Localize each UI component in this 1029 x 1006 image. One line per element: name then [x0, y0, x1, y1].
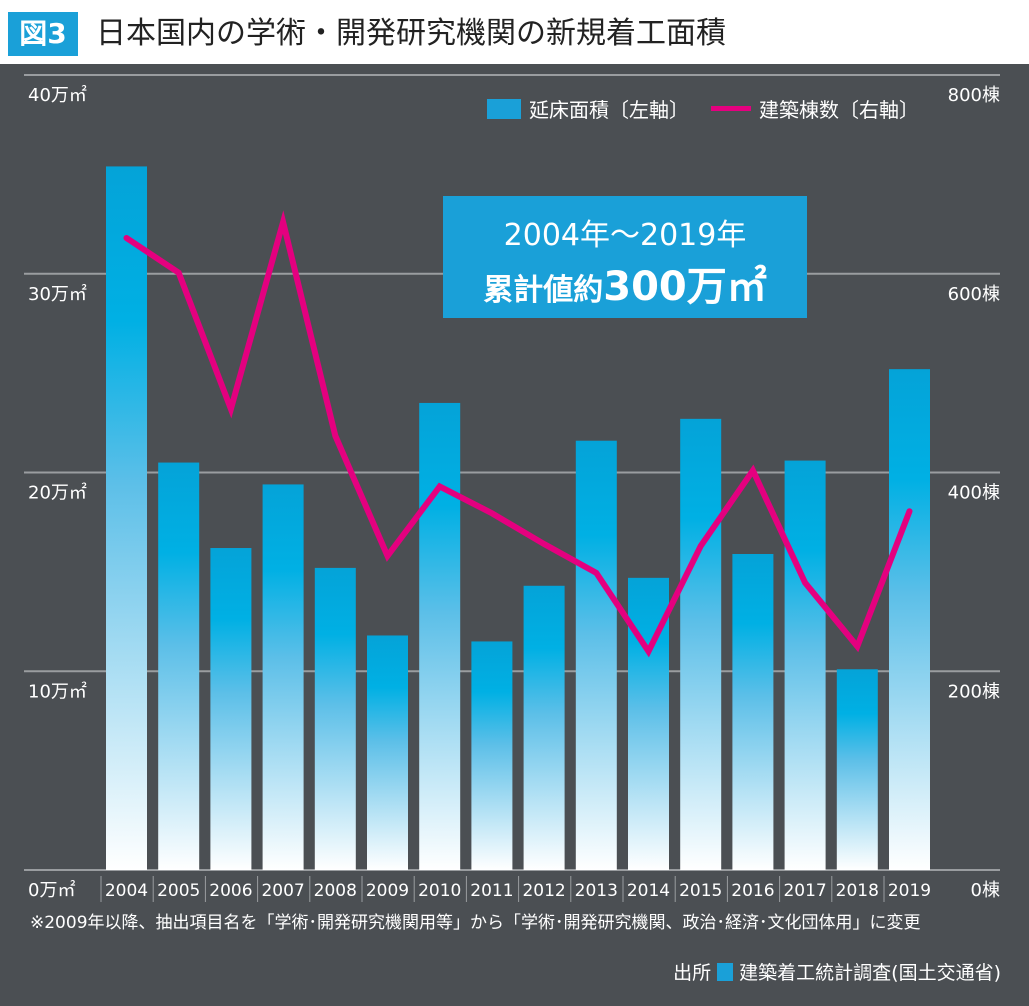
bar-2013 [575, 440, 617, 870]
buildings-count-line [123, 210, 913, 658]
x-tick-label: 2004 [105, 881, 148, 901]
legend-line-swatch [711, 106, 751, 111]
bar-2010 [419, 402, 461, 870]
x-tick-label: 2015 [679, 881, 722, 901]
bar-2012 [523, 585, 565, 870]
legend-bar-label: 延床面積〔左軸〕 [529, 98, 689, 122]
x-tick-label: 2010 [418, 881, 461, 901]
left-tick-label: 10万㎡ [28, 680, 87, 702]
x-tick-label: 2016 [731, 881, 774, 901]
bar-2019 [889, 369, 930, 870]
bar-2017 [784, 460, 826, 870]
callout-value: 300万㎡ [603, 264, 767, 310]
bar-2005 [158, 462, 200, 870]
legend-bar-swatch [487, 98, 521, 119]
bar-2015 [680, 418, 722, 870]
right-tick-label: 0棟 [971, 880, 1000, 901]
bar-2006 [210, 548, 252, 870]
left-tick-label: 20万㎡ [28, 482, 87, 504]
footnote: ※2009年以降、抽出項目名を「学術･開発研究機関用等」から「学術･開発研究機関… [30, 913, 921, 933]
x-tick-label: 2011 [470, 881, 513, 901]
source-label: 出所 [673, 962, 712, 984]
source-text: 建築着工統計調査(国土交通省) [739, 962, 1001, 984]
bar-2016 [732, 553, 774, 870]
callout-total: 累計値約300万㎡ [443, 254, 807, 312]
x-tick-label: 2018 [836, 881, 879, 901]
right-tick-label: 400棟 [948, 483, 1000, 504]
x-tick-label: 2008 [314, 881, 357, 901]
left-tick-label: 40万㎡ [28, 84, 87, 106]
x-tick-label: 2012 [522, 881, 565, 901]
bar-2004 [106, 166, 147, 871]
x-tick-label: 2019 [888, 881, 931, 901]
bar-2008 [314, 567, 356, 870]
figure-label: 図3 [8, 12, 78, 56]
x-tick-label: 2009 [366, 881, 409, 901]
bar-2007 [262, 484, 304, 870]
callout-prefix: 累計値約 [483, 273, 604, 308]
callout-period: 2004年〜2019年 [503, 218, 747, 253]
right-tick-label: 200棟 [948, 681, 1000, 702]
bar-2011 [471, 641, 513, 870]
header: 図3 日本国内の学術・開発研究機関の新規着工面積 [0, 0, 1029, 64]
total-callout: 2004年〜2019年 累計値約300万㎡ [443, 196, 807, 318]
source: 出所 建築着工統計調査(国土交通省) [673, 958, 1001, 985]
source-square-icon [717, 962, 734, 981]
x-tick-label: 2006 [209, 881, 252, 901]
legend: 延床面積〔左軸〕 建築棟数〔右軸〕 [487, 94, 919, 123]
bar-2018 [836, 669, 878, 870]
chart-title: 日本国内の学術・開発研究機関の新規着工面積 [96, 16, 726, 51]
x-tick-label: 2007 [261, 881, 304, 901]
x-tick-label: 2005 [157, 881, 200, 901]
left-tick-label: 0万㎡ [28, 879, 75, 901]
right-tick-label: 600棟 [948, 284, 1000, 305]
x-tick-label: 2014 [627, 881, 670, 901]
legend-line-label: 建築棟数〔右軸〕 [759, 98, 919, 122]
bar-2009 [367, 635, 408, 870]
right-tick-label: 800棟 [948, 85, 1000, 106]
x-tick-label: 2013 [575, 881, 618, 901]
x-tick-label: 2017 [783, 881, 826, 901]
left-tick-label: 30万㎡ [28, 283, 87, 305]
